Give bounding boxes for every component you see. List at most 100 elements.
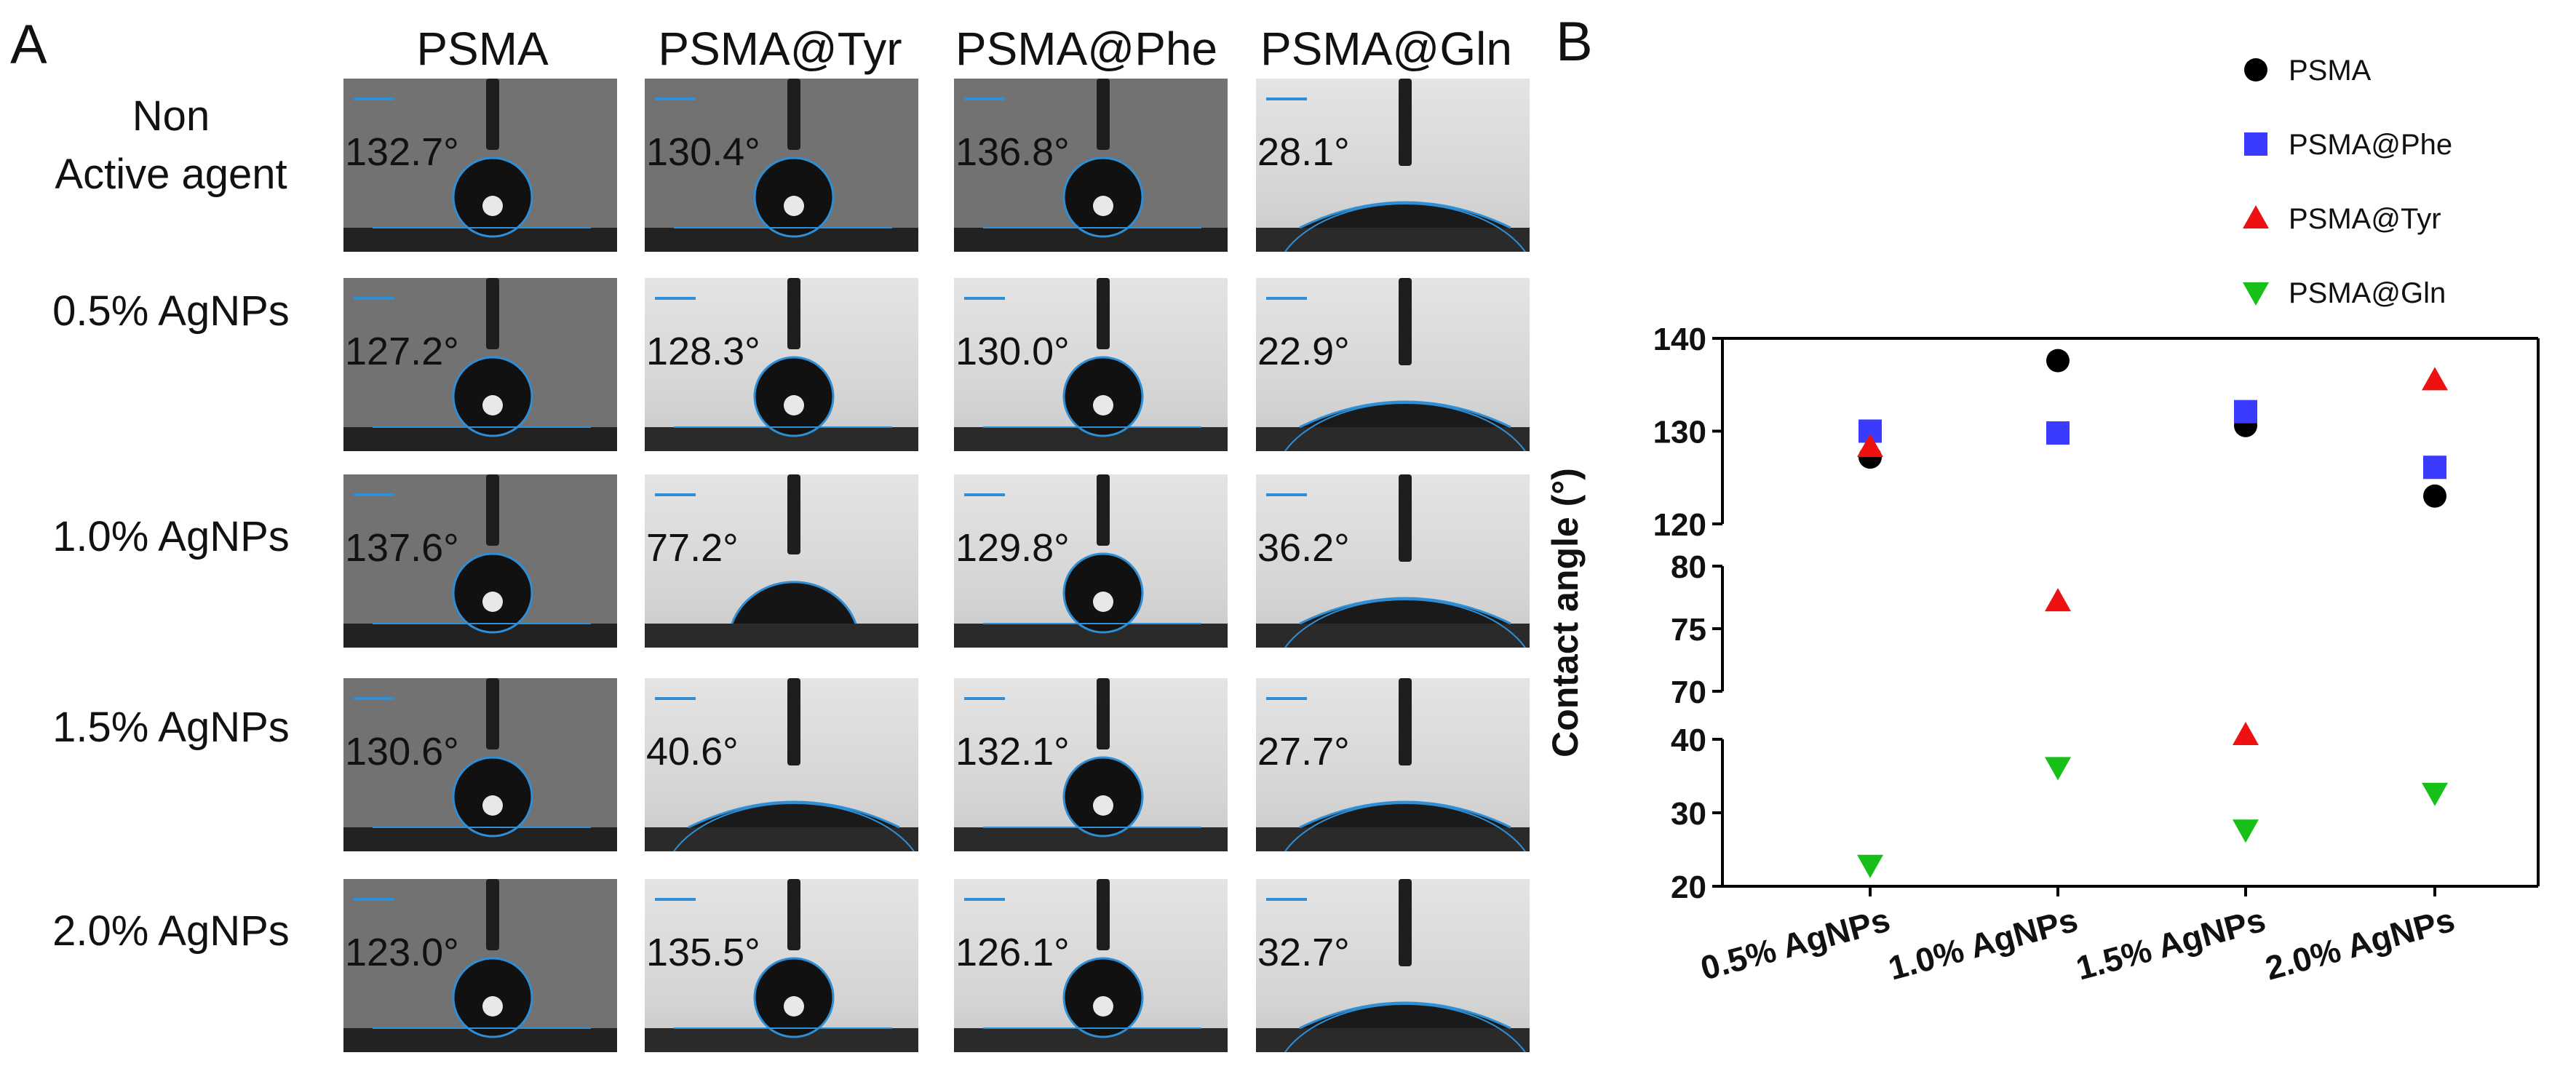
row-label-2-0-agnps: 2.0% AgNPs bbox=[52, 907, 290, 955]
panel-a-letter: A bbox=[10, 14, 47, 76]
row-label-non-active-agent: Active agent bbox=[55, 151, 287, 198]
legend-marker-psma bbox=[2244, 58, 2267, 81]
row-label-1-0-agnps: 1.0% AgNPs bbox=[52, 513, 290, 560]
droplet-image-psma-tyr-1-0-agnps: 77.2° bbox=[645, 474, 918, 648]
droplet-image-psma-phe-0-5-agnps: 130.0° bbox=[954, 278, 1228, 451]
data-point-psma-tyr bbox=[2233, 721, 2259, 745]
contact-angle-value: 132.7° bbox=[345, 130, 459, 174]
contact-angle-value: 130.0° bbox=[955, 330, 1070, 373]
row-label-1-5-agnps: 1.5% AgNPs bbox=[52, 704, 290, 751]
y-tick-label: 75 bbox=[1671, 612, 1706, 648]
y-tick-label: 130 bbox=[1653, 415, 1706, 450]
y-tick-label: 80 bbox=[1671, 549, 1706, 585]
column-header-psma-tyr: PSMA@Tyr bbox=[658, 23, 902, 75]
y-tick-label: 20 bbox=[1671, 870, 1706, 905]
y-tick-label: 40 bbox=[1671, 723, 1706, 758]
droplet-image-psma-phe-1-0-agnps: 129.8° bbox=[954, 474, 1228, 648]
droplet-image-psma-gln-2-0-agnps: 32.7° bbox=[1256, 879, 1530, 1052]
droplet-drawing bbox=[645, 79, 918, 252]
droplet-drawing bbox=[343, 79, 617, 252]
legend-label-psma-tyr: PSMA@Tyr bbox=[2289, 203, 2441, 235]
legend-marker-psma-phe bbox=[2244, 132, 2267, 156]
droplet-drawing bbox=[1256, 678, 1530, 851]
contact-angle-value: 27.7° bbox=[1257, 730, 1350, 773]
contact-angle-value: 136.8° bbox=[955, 130, 1070, 174]
droplet-drawing bbox=[645, 278, 918, 451]
legend-label-psma: PSMA bbox=[2289, 55, 2372, 87]
droplet-drawing bbox=[343, 879, 617, 1052]
data-point-psma-gln bbox=[1857, 854, 1883, 878]
droplet-image-psma-tyr-2-0-agnps: 135.5° bbox=[645, 879, 918, 1052]
droplet-image-psma-tyr-non-active-agent: 130.4° bbox=[645, 79, 918, 252]
row-label-non-active-agent: Non bbox=[132, 92, 210, 140]
data-point-psma-tyr bbox=[2422, 367, 2448, 391]
panel-b-letter: B bbox=[1556, 11, 1593, 73]
droplet-image-psma-gln-1-5-agnps: 27.7° bbox=[1256, 678, 1530, 851]
droplet-image-psma-gln-non-active-agent: 28.1° bbox=[1256, 79, 1530, 252]
legend-marker-psma-tyr bbox=[2243, 205, 2269, 228]
droplet-drawing bbox=[954, 79, 1228, 252]
droplet-drawing bbox=[954, 474, 1228, 648]
y-tick-label: 120 bbox=[1653, 507, 1706, 543]
x-category-label: 1.0% AgNPs bbox=[1884, 900, 2081, 987]
x-category-label: 0.5% AgNPs bbox=[1696, 900, 1893, 987]
contact-angle-value: 22.9° bbox=[1257, 330, 1350, 373]
y-tick-label: 70 bbox=[1671, 675, 1706, 710]
y-tick-label: 30 bbox=[1671, 796, 1706, 832]
x-category-label: 2.0% AgNPs bbox=[2261, 900, 2458, 987]
contact-angle-value: 135.5° bbox=[646, 931, 760, 974]
droplet-image-psma-non-active-agent: 132.7° bbox=[343, 79, 617, 252]
droplet-drawing bbox=[645, 474, 918, 648]
droplet-image-psma-phe-non-active-agent: 136.8° bbox=[954, 79, 1228, 252]
droplet-drawing bbox=[343, 278, 617, 451]
contact-angle-value: 130.6° bbox=[345, 730, 459, 773]
data-point-psma bbox=[2046, 349, 2070, 373]
y-tick-label: 140 bbox=[1653, 322, 1706, 357]
contact-angle-value: 132.1° bbox=[955, 730, 1070, 773]
contact-angle-value: 127.2° bbox=[345, 330, 459, 373]
droplet-image-psma-1-0-agnps: 137.6° bbox=[343, 474, 617, 648]
droplet-image-psma-1-5-agnps: 130.6° bbox=[343, 678, 617, 851]
data-point-psma-gln bbox=[2233, 819, 2259, 843]
contact-angle-value: 77.2° bbox=[646, 526, 739, 570]
droplet-drawing bbox=[1256, 278, 1530, 451]
droplet-drawing bbox=[954, 879, 1228, 1052]
droplet-drawing bbox=[1256, 879, 1530, 1052]
droplet-drawing bbox=[645, 678, 918, 851]
contact-angle-value: 36.2° bbox=[1257, 526, 1350, 570]
droplet-drawing bbox=[1256, 79, 1530, 252]
data-point-psma-gln bbox=[2045, 757, 2071, 781]
contact-angle-value: 40.6° bbox=[646, 730, 739, 773]
droplet-image-psma-phe-2-0-agnps: 126.1° bbox=[954, 879, 1228, 1052]
droplet-image-psma-2-0-agnps: 123.0° bbox=[343, 879, 617, 1052]
droplet-drawing bbox=[1256, 474, 1530, 648]
column-header-psma-gln: PSMA@Gln bbox=[1260, 23, 1512, 75]
droplet-drawing bbox=[645, 879, 918, 1052]
legend-label-psma-phe: PSMA@Phe bbox=[2289, 129, 2452, 161]
x-category-label: 1.5% AgNPs bbox=[2072, 900, 2269, 987]
data-point-psma-phe bbox=[2234, 399, 2257, 423]
legend-label-psma-gln: PSMA@Gln bbox=[2289, 277, 2446, 309]
contact-angle-value: 123.0° bbox=[345, 931, 459, 974]
y-axis-title: Contact angle (°) bbox=[1545, 468, 1586, 757]
contact-angle-value: 137.6° bbox=[345, 526, 459, 570]
droplet-image-psma-phe-1-5-agnps: 132.1° bbox=[954, 678, 1228, 851]
droplet-drawing bbox=[343, 678, 617, 851]
data-point-psma-gln bbox=[2422, 782, 2448, 806]
droplet-image-psma-tyr-1-5-agnps: 40.6° bbox=[645, 678, 918, 851]
droplet-image-psma-gln-0-5-agnps: 22.9° bbox=[1256, 278, 1530, 451]
column-header-psma-phe: PSMA@Phe bbox=[955, 23, 1218, 75]
droplet-image-psma-tyr-0-5-agnps: 128.3° bbox=[645, 278, 918, 451]
contact-angle-value: 28.1° bbox=[1257, 130, 1350, 174]
data-point-psma bbox=[2423, 484, 2446, 508]
contact-angle-value: 126.1° bbox=[955, 931, 1070, 974]
contact-angle-value: 130.4° bbox=[646, 130, 760, 174]
data-point-psma-phe bbox=[2046, 421, 2070, 445]
data-point-psma-tyr bbox=[1857, 434, 1883, 458]
droplet-drawing bbox=[954, 278, 1228, 451]
droplet-image-psma-0-5-agnps: 127.2° bbox=[343, 278, 617, 451]
legend-marker-psma-gln bbox=[2243, 282, 2269, 306]
column-header-psma: PSMA bbox=[416, 23, 549, 75]
row-label-0-5-agnps: 0.5% AgNPs bbox=[52, 287, 290, 335]
